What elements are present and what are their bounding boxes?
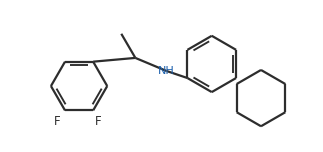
Text: F: F <box>54 116 61 128</box>
Text: F: F <box>95 116 102 128</box>
Text: NH: NH <box>158 66 175 76</box>
